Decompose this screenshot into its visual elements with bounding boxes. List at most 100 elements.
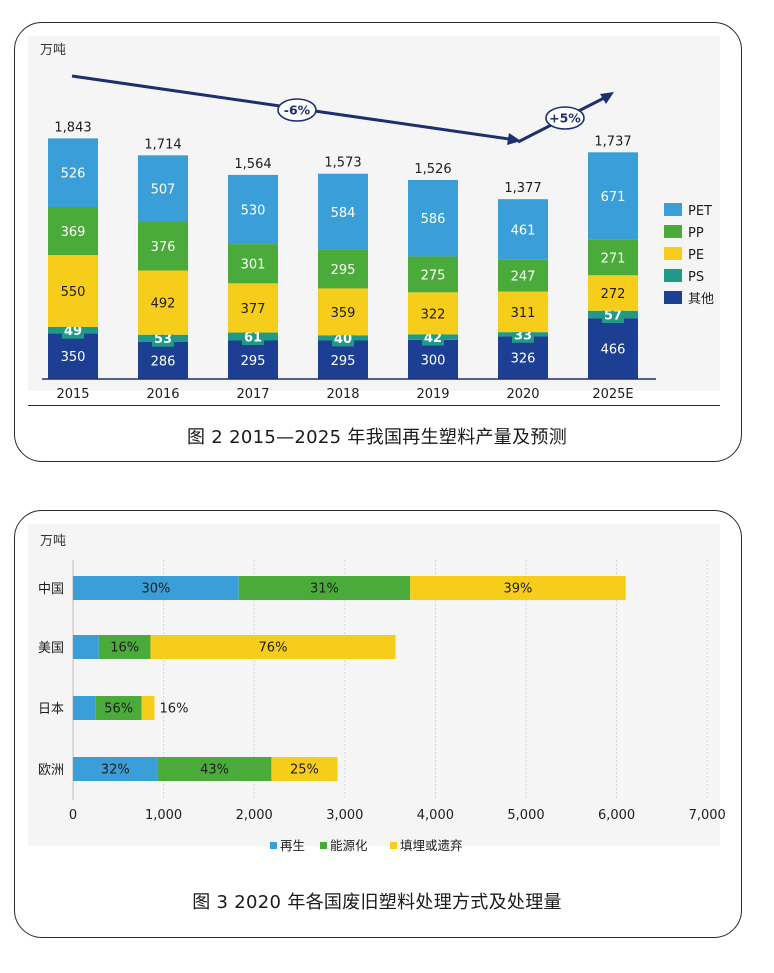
x-tick-label-2025e: 2025E — [592, 387, 633, 402]
data-label-pp-2018: 295 — [331, 263, 356, 278]
bar-segment-pe-2025e — [588, 275, 638, 311]
data-label-ps-2018: 40 — [334, 332, 352, 347]
x-tick-label-6: 6,000 — [598, 808, 635, 823]
legend-label-recycle: 再生 — [280, 838, 305, 853]
bar-segment-pp-2018 — [318, 249, 368, 289]
data-label-pp-2015: 369 — [61, 225, 86, 240]
bar-segment-recycle-2 — [73, 696, 96, 720]
bar-segment-other-2017 — [228, 340, 278, 379]
bar-segment-other-2015 — [48, 333, 98, 379]
bar-segment-other-2019 — [408, 339, 458, 379]
bar-series-group: 350 49 550 369 526 1,843 286 53 492 376 507 1,714 29… — [48, 120, 638, 379]
bar-segment-pet-2020 — [498, 199, 548, 260]
data-label-ps-2017: 61 — [244, 331, 262, 346]
bar-segment-pet-2019 — [408, 179, 458, 257]
bar-segment-landfill-0 — [410, 576, 626, 600]
data-label-other-2017: 295 — [241, 354, 266, 369]
bar-segment-pe-2015 — [48, 255, 98, 327]
bar-segment-energy-1 — [98, 635, 151, 659]
decline-badge — [277, 98, 317, 122]
total-label-2025e: 1,737 — [594, 134, 631, 149]
legend-label-ps: PS — [688, 270, 704, 285]
legend-swatch-other — [664, 291, 682, 304]
data-label-pet-2019: 586 — [421, 212, 446, 227]
total-label-2015: 1,843 — [54, 120, 91, 135]
bar-segment-pet-2016 — [138, 155, 188, 222]
bar-segment-pet-2015 — [48, 138, 98, 208]
data-label-ps-2015: 49 — [64, 324, 82, 339]
x-tick-label-2: 2,000 — [236, 808, 273, 823]
legend-swatch-energy — [320, 842, 327, 849]
x-tick-label-2018: 2018 — [326, 387, 359, 402]
data-label-pe-2015: 550 — [61, 285, 86, 300]
data-label-pet-2016: 507 — [151, 182, 176, 197]
legend-label-other: 其他 — [688, 292, 714, 307]
data-label-pet-2017: 530 — [241, 203, 266, 218]
data-label-landfill-3: 25% — [290, 763, 319, 778]
data-label-other-2025e: 466 — [601, 343, 626, 358]
bar-segment-pp-2017 — [228, 244, 278, 284]
x-tick-label-4: 4,000 — [417, 808, 454, 823]
legend-label-energy: 能源化 — [330, 838, 368, 853]
data-label-pet-2015: 526 — [61, 167, 86, 182]
data-label-other-2016: 286 — [151, 354, 176, 369]
data-label-recycle-0: 30% — [141, 582, 170, 597]
legend-swatch-landfill — [390, 842, 397, 849]
chart-legend: 再生 能源化 填埋或遗弃 — [270, 838, 463, 853]
bar-segment-pet-2025e — [588, 152, 638, 240]
growth-arrowhead-icon — [600, 92, 614, 104]
bar-segment-pet-2018 — [318, 173, 368, 250]
figure-2-caption: 图 3 2020 年各国废旧塑料处理方式及处理量 — [192, 892, 562, 913]
x-tick-label-0: 0 — [69, 808, 77, 823]
data-label-pet-2018: 584 — [331, 206, 356, 221]
bar-segment-other-2025e — [588, 318, 638, 379]
x-tick-label-5: 5,000 — [507, 808, 544, 823]
data-label-landfill-0: 39% — [503, 582, 532, 597]
bar-segment-pp-2020 — [498, 259, 548, 292]
decline-arrowhead-icon — [507, 133, 521, 145]
legend-swatch-ps — [664, 269, 682, 282]
x-tick-labels: 2015 2016 2017 2018 2019 2020 2025E — [56, 387, 633, 402]
total-label-2016: 1,714 — [144, 137, 181, 152]
data-label-other-2015: 350 — [61, 350, 86, 365]
legend-swatch-recycle — [270, 842, 277, 849]
bar-segment-other-2020 — [498, 336, 548, 379]
figure-1-caption-rule — [28, 405, 720, 406]
data-label-landfill-1: 76% — [259, 641, 288, 656]
data-label-other-2019: 300 — [421, 353, 446, 368]
data-label-ps-2019: 42 — [424, 331, 442, 346]
data-label-pe-2016: 492 — [151, 297, 176, 312]
data-label-pp-2017: 301 — [241, 258, 266, 273]
bar-segment-pe-2020 — [498, 291, 548, 333]
y-category-label-0: 中国 — [38, 582, 64, 597]
figure-1-caption: 图 2 2015—2025 年我国再生塑料产量及预测 — [186, 427, 568, 448]
y-category-label-3: 欧洲 — [38, 763, 64, 778]
decline-badge-label: -6% — [284, 103, 311, 118]
data-label-pe-2019: 322 — [421, 307, 446, 322]
data-label-pp-2016: 376 — [151, 240, 176, 255]
bar-segment-pp-2016 — [138, 221, 188, 271]
x-tick-label-2017: 2017 — [236, 387, 269, 402]
bar-segment-landfill-1 — [150, 635, 396, 659]
legend-label-pet: PET — [688, 204, 712, 219]
bar-segment-other-2016 — [138, 341, 188, 379]
data-label-pe-2025e: 272 — [601, 287, 626, 302]
chart-legend: PET PP PE PS 其他 — [664, 203, 714, 307]
data-label-pp-2020: 247 — [511, 269, 536, 284]
bar-segment-pp-2015 — [48, 207, 98, 256]
bar-segment-pe-2016 — [138, 270, 188, 335]
bar-segment-landfill-2 — [141, 696, 155, 720]
x-tick-label-7: 7,000 — [689, 808, 726, 823]
data-label-other-2018: 295 — [331, 354, 356, 369]
x-tick-label-2015: 2015 — [56, 387, 89, 402]
growth-badge-label: +5% — [549, 111, 581, 126]
data-label-pe-2017: 377 — [241, 302, 266, 317]
legend-swatch-pp — [664, 225, 682, 238]
bar-segment-landfill-3 — [271, 757, 338, 781]
legend-label-landfill: 填埋或遗弃 — [400, 838, 463, 853]
x-unit-label: 万吨 — [40, 534, 66, 549]
bar-segment-energy-3 — [157, 757, 272, 781]
data-label-pp-2019: 275 — [421, 268, 446, 283]
